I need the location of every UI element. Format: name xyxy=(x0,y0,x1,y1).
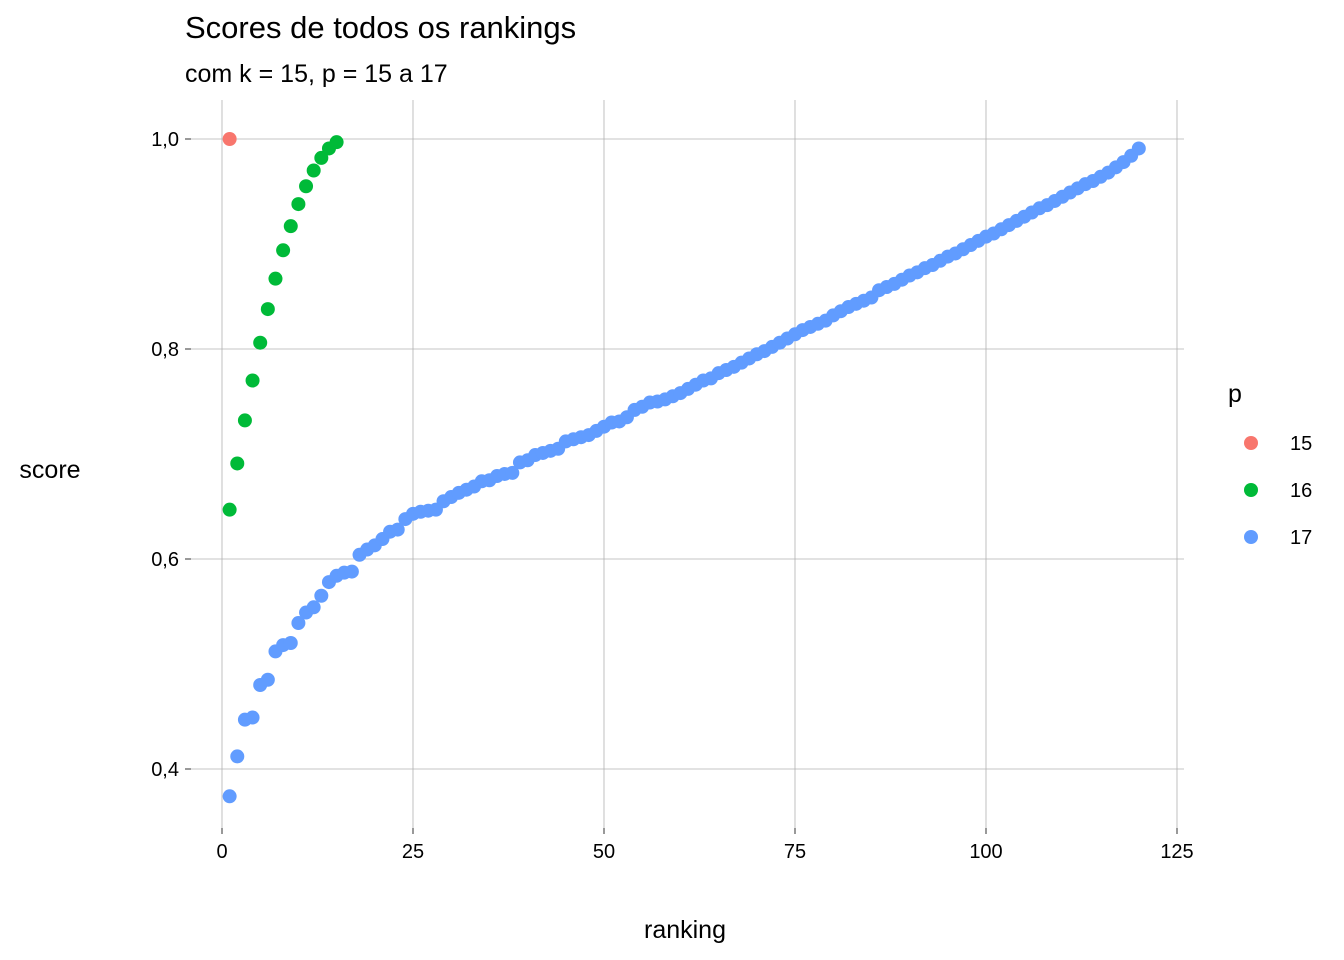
x-tick-label: 100 xyxy=(969,841,1002,863)
data-point-p16 xyxy=(237,413,252,428)
data-point-p16 xyxy=(329,135,344,150)
y-axis-title: score xyxy=(19,456,80,484)
x-tick-label: 125 xyxy=(1160,841,1193,863)
data-point-p16 xyxy=(253,335,268,350)
y-tick-label: 1,0 xyxy=(151,129,179,151)
data-point-p17 xyxy=(291,616,306,631)
data-point-p16 xyxy=(276,243,291,258)
data-point-p15 xyxy=(222,132,237,146)
y-tick-label: 0,8 xyxy=(151,339,179,361)
y-tick-label: 0,4 xyxy=(151,759,179,781)
data-point-p17 xyxy=(505,465,520,480)
data-point-p17 xyxy=(230,749,245,764)
chart-subtitle: com k = 15, p = 15 a 17 xyxy=(185,60,448,88)
data-point-p17 xyxy=(283,636,298,650)
data-point-p17 xyxy=(344,564,359,579)
data-point-p17 xyxy=(390,522,405,537)
data-point-p16 xyxy=(299,179,314,194)
legend-label-17: 17 xyxy=(1290,527,1312,549)
data-points xyxy=(222,132,1146,804)
x-tick-label: 50 xyxy=(593,841,615,863)
legend-key-17 xyxy=(1244,530,1258,544)
legend-title: p xyxy=(1228,380,1242,408)
x-axis-title: ranking xyxy=(644,916,726,944)
data-point-p16 xyxy=(291,197,306,212)
data-point-p16 xyxy=(314,150,329,165)
data-point-p16 xyxy=(230,456,245,471)
legend-label-15: 15 xyxy=(1290,433,1312,455)
y-tick-label: 0,6 xyxy=(151,549,179,571)
chart-title: Scores de todos os rankings xyxy=(185,10,577,45)
legend: p 15 16 17 xyxy=(1228,380,1312,549)
axes: 0 25 50 75 100 125 0,4 0,6 0,8 1,0 ranking score xyxy=(19,129,1193,944)
data-point-p16 xyxy=(222,502,237,517)
data-point-p17 xyxy=(222,789,237,804)
legend-label-16: 16 xyxy=(1290,480,1312,502)
x-tick-label: 25 xyxy=(402,841,424,863)
x-tick-label: 0 xyxy=(216,841,227,863)
data-point-p16 xyxy=(245,373,260,388)
data-point-p16 xyxy=(306,163,321,178)
legend-key-16 xyxy=(1244,483,1258,497)
legend-key-15 xyxy=(1244,436,1258,450)
data-point-p17 xyxy=(245,710,260,725)
data-point-p16 xyxy=(283,219,298,234)
data-point-p16 xyxy=(260,302,275,317)
data-point-p17 xyxy=(306,600,321,615)
data-point-p16 xyxy=(268,271,283,286)
data-point-p17 xyxy=(314,588,329,603)
x-tick-label: 75 xyxy=(784,841,806,863)
data-point-p17 xyxy=(260,672,275,687)
data-point-p17 xyxy=(1131,141,1146,156)
